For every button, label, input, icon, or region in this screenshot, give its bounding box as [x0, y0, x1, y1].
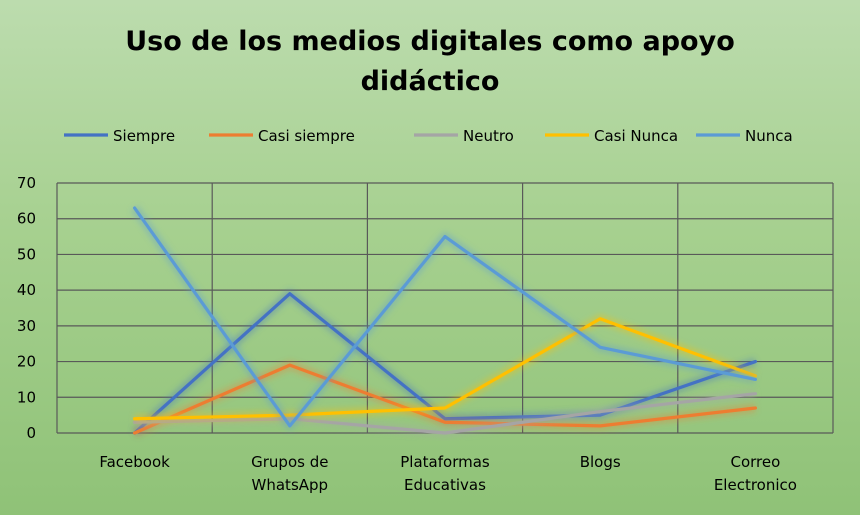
series-lines — [130, 205, 758, 438]
x-tick-label: WhatsApp — [252, 476, 329, 494]
y-tick-label: 50 — [17, 245, 36, 263]
y-tick-label: 0 — [26, 424, 36, 442]
x-tick-label: Educativas — [404, 476, 486, 494]
x-tick-label: Grupos de — [251, 453, 328, 471]
y-tick-label: 40 — [17, 281, 36, 299]
y-tick-label: 10 — [17, 388, 36, 406]
x-tick-label: Plataformas — [400, 453, 490, 471]
legend-label: Siempre — [113, 127, 175, 145]
legend-label: Neutro — [463, 127, 514, 145]
y-tick-label: 20 — [17, 353, 36, 371]
x-tick-label: Electronico — [714, 476, 797, 494]
legend-label: Casi siempre — [258, 127, 355, 145]
axes: 0 10 20 30 40 50 60 70 Facebook Grupos de WhatsApp… — [17, 174, 797, 494]
legend: Siempre Casi siempre Neutro Casi Nunca Nunca — [64, 127, 793, 145]
chart-title-line-1: Uso de los medios digitales como apoyo — [125, 26, 735, 57]
y-tick-label: 70 — [17, 174, 36, 192]
chart-title-line-2: didáctico — [360, 66, 500, 97]
x-tick-label: Correo — [730, 453, 780, 471]
x-tick-label: Blogs — [580, 453, 621, 471]
chart-title: Uso de los medios digitales como apoyo d… — [0, 22, 860, 102]
x-tick-label: Facebook — [99, 453, 170, 471]
legend-label: Casi Nunca — [594, 127, 678, 145]
legend-label: Nunca — [745, 127, 793, 145]
y-tick-label: 30 — [17, 317, 36, 335]
y-tick-label: 60 — [17, 210, 36, 228]
